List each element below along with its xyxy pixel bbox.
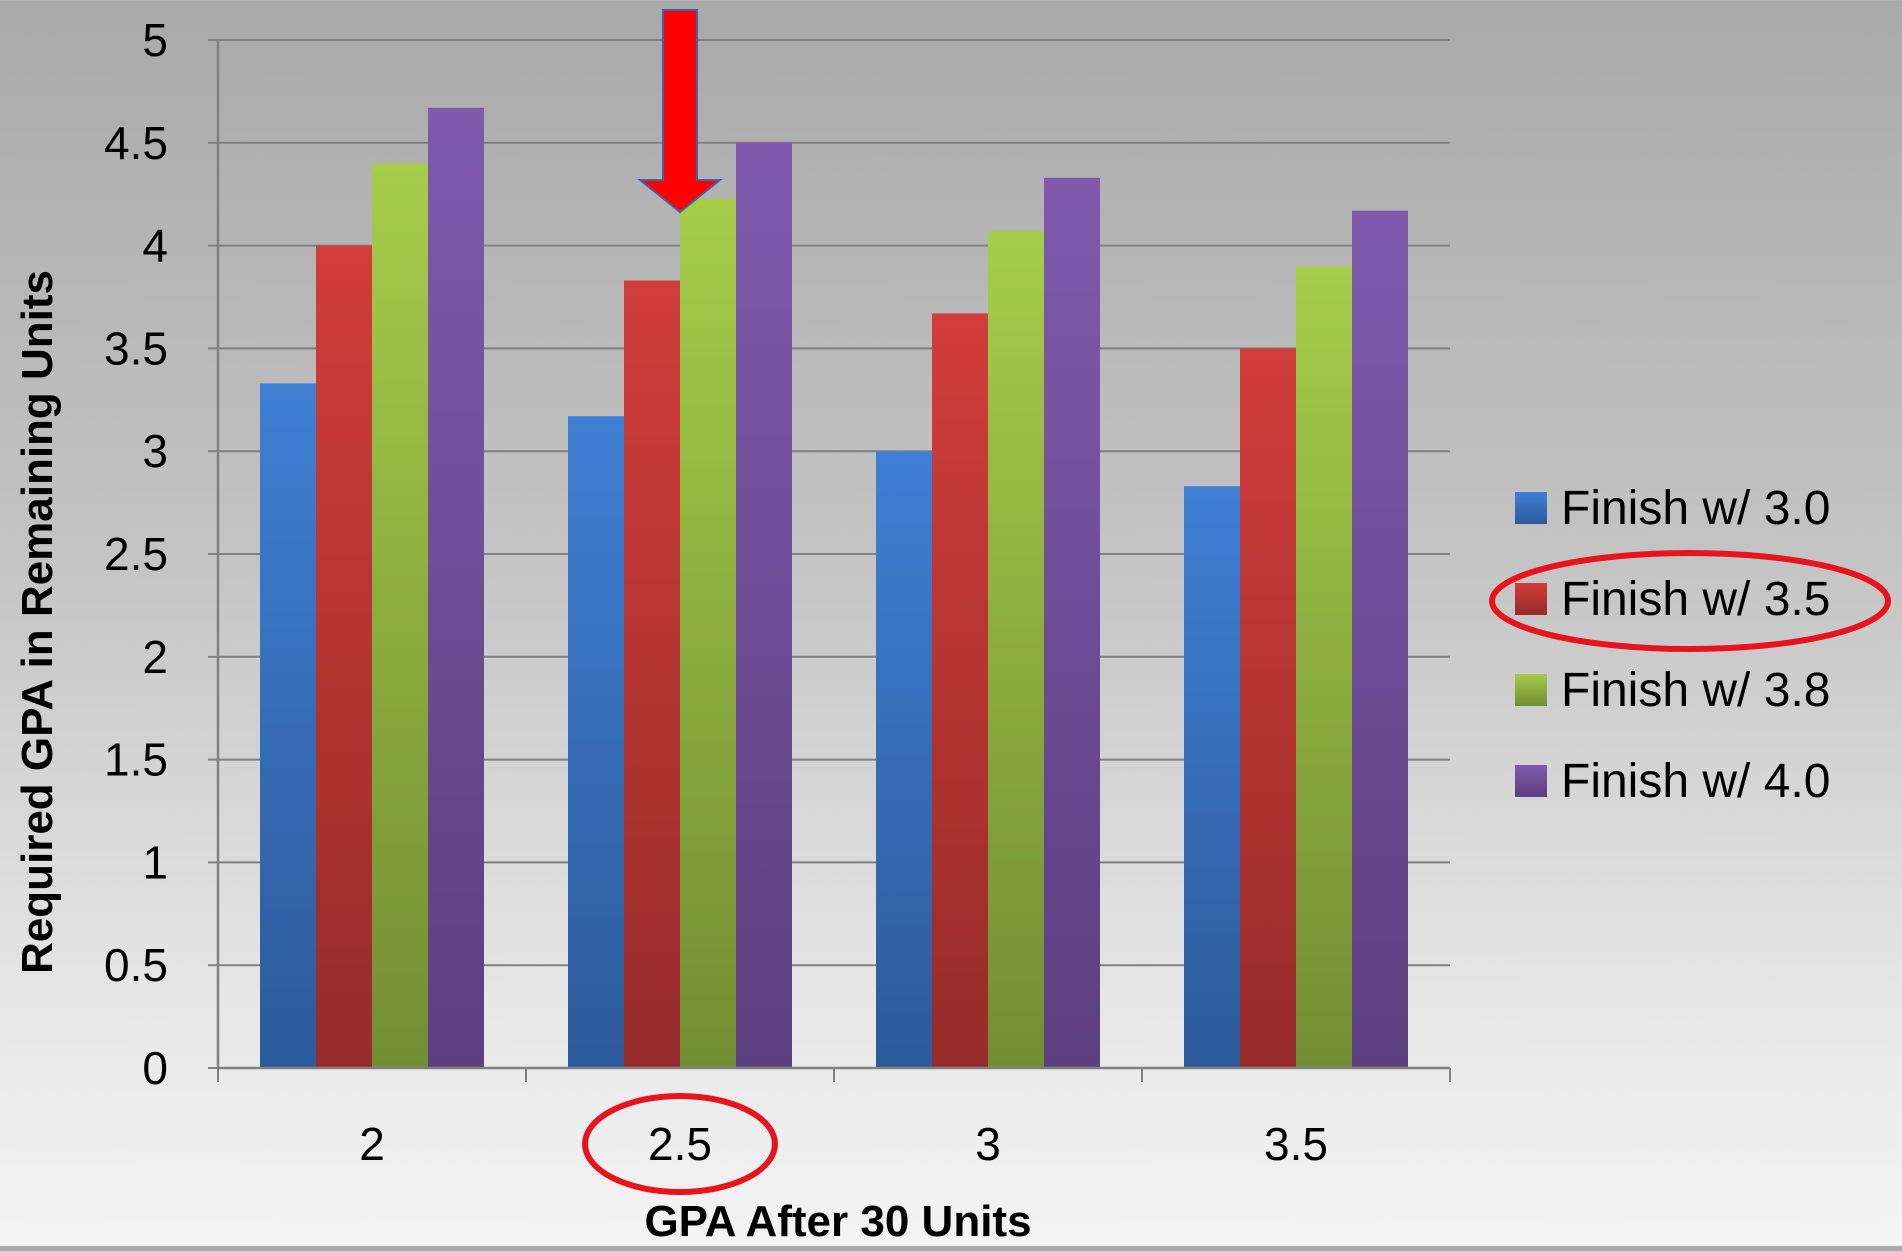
bar xyxy=(932,313,988,1068)
bar xyxy=(1296,266,1352,1068)
legend-swatch xyxy=(1515,583,1547,615)
legend-label: Finish w/ 4.0 xyxy=(1561,755,1830,808)
bar xyxy=(1044,177,1100,1068)
bar xyxy=(624,280,680,1068)
bar xyxy=(736,142,792,1069)
bar xyxy=(372,163,428,1069)
bar xyxy=(1184,486,1240,1069)
bar xyxy=(428,107,484,1068)
y-axis-title: Required GPA in Remaining Units xyxy=(13,270,62,974)
y-tick-label: 4 xyxy=(142,220,168,272)
bar xyxy=(1352,210,1408,1068)
legend-highlight-circle xyxy=(1489,550,1891,652)
legend-label: Finish w/ 3.8 xyxy=(1561,664,1830,717)
legend-swatch xyxy=(1515,674,1547,706)
legend-label: Finish w/ 3.0 xyxy=(1561,482,1830,535)
y-tick-label: 3.5 xyxy=(104,322,168,374)
legend-swatch xyxy=(1515,765,1547,797)
y-tick-label: 0.5 xyxy=(104,939,168,991)
bar xyxy=(568,416,624,1068)
highlight-arrow xyxy=(637,9,723,214)
bar xyxy=(1240,348,1296,1068)
legend-swatch xyxy=(1515,492,1547,524)
y-tick-label: 4.5 xyxy=(104,117,168,169)
bar xyxy=(316,245,372,1069)
x-tick-label: 3.5 xyxy=(1264,1118,1328,1170)
bar xyxy=(260,383,316,1068)
bar xyxy=(988,231,1044,1068)
x-tick-label: 3 xyxy=(975,1118,1001,1170)
y-tick-label: 2 xyxy=(142,631,168,683)
bar xyxy=(680,198,736,1068)
y-tick-label: 2.5 xyxy=(104,528,168,580)
legend-label: Finish w/ 3.5 xyxy=(1561,573,1830,626)
y-tick-label: 5 xyxy=(142,14,168,66)
category-highlight-circle xyxy=(582,1093,778,1195)
y-tick-label: 0 xyxy=(142,1042,168,1094)
x-axis-title: GPA After 30 Units xyxy=(644,1197,1031,1246)
y-tick-label: 1 xyxy=(142,836,168,888)
y-tick-label: 1.5 xyxy=(104,734,168,786)
bar xyxy=(876,451,932,1068)
y-tick-label: 3 xyxy=(142,425,168,477)
x-tick-label: 2 xyxy=(359,1118,385,1170)
x-tick-label: 2.5 xyxy=(648,1118,712,1170)
